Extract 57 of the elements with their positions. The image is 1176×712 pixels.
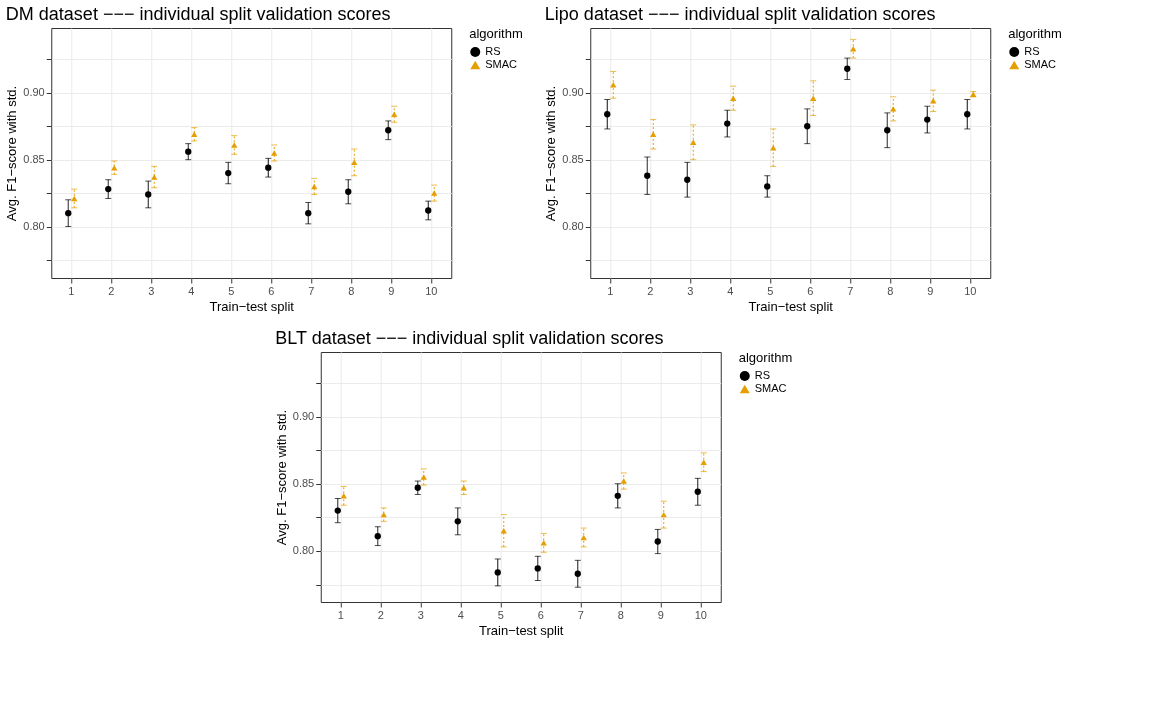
legend-title: algorithm (738, 350, 793, 365)
x-tick-label: 8 (617, 608, 624, 621)
x-tick-label: 4 (457, 608, 464, 621)
x-tick-label: 6 (268, 284, 275, 297)
y-tick-label: 0.85 (292, 477, 315, 490)
x-tick-label: 8 (887, 284, 894, 297)
x-tick-label: 9 (927, 284, 934, 297)
x-axis-title: Train−test split (479, 622, 564, 638)
legend-title: algorithm (469, 26, 523, 41)
chart-title: Lipo dataset −−− individual split validation scores (544, 4, 936, 24)
legend-label: RS (485, 45, 501, 57)
y-tick-label: 0.90 (562, 86, 584, 99)
x-tick-label: 9 (657, 608, 664, 621)
y-tick-label: 0.85 (23, 153, 45, 166)
legend-label: SMAC (754, 382, 787, 394)
x-tick-label: 1 (337, 608, 344, 621)
x-tick-label: 6 (537, 608, 544, 621)
chart-title: BLT dataset −−− individual split validation scores (275, 328, 664, 348)
x-tick-label: 3 (687, 284, 694, 297)
legend-label: RS (754, 369, 771, 381)
x-tick-label: 4 (188, 284, 195, 297)
legend-label: RS (1024, 45, 1040, 57)
y-axis-title: Avg. F1−score with std. (543, 85, 559, 222)
x-axis-title: Train−test split (748, 298, 834, 314)
x-tick-label: 3 (148, 284, 155, 297)
legend-label: SMAC (1024, 58, 1057, 70)
x-tick-label: 4 (727, 284, 734, 297)
x-tick-label: 1 (607, 284, 614, 297)
legend-title: algorithm (1008, 26, 1062, 41)
x-tick-label: 2 (647, 284, 654, 297)
x-tick-label: 10 (425, 284, 438, 297)
x-tick-label: 7 (577, 608, 584, 621)
x-tick-label: 7 (308, 284, 315, 297)
y-tick-label: 0.80 (562, 220, 584, 233)
y-tick-label: 0.90 (23, 86, 45, 99)
x-tick-label: 5 (767, 284, 774, 297)
x-tick-label: 7 (847, 284, 854, 297)
legend-label: SMAC (485, 58, 518, 70)
chart-title: DM dataset −−− individual split validation scores (5, 4, 391, 24)
y-tick-label: 0.85 (562, 153, 584, 166)
y-tick-label: 0.90 (292, 410, 315, 423)
x-tick-label: 9 (388, 284, 395, 297)
x-tick-label: 1 (68, 284, 75, 297)
x-tick-label: 5 (228, 284, 235, 297)
x-tick-label: 8 (348, 284, 355, 297)
x-tick-label: 3 (417, 608, 424, 621)
y-axis-title: Avg. F1−score with std. (4, 85, 20, 222)
y-tick-label: 0.80 (23, 220, 45, 233)
x-tick-label: 10 (964, 284, 977, 297)
x-tick-label: 2 (377, 608, 384, 621)
x-tick-label: 2 (108, 284, 115, 297)
x-axis-title: Train−test split (209, 298, 295, 314)
y-axis-title: Avg. F1−score with std. (273, 409, 289, 546)
x-tick-label: 6 (807, 284, 814, 297)
x-tick-label: 10 (694, 608, 707, 621)
x-tick-label: 5 (497, 608, 504, 621)
y-tick-label: 0.80 (292, 544, 315, 557)
